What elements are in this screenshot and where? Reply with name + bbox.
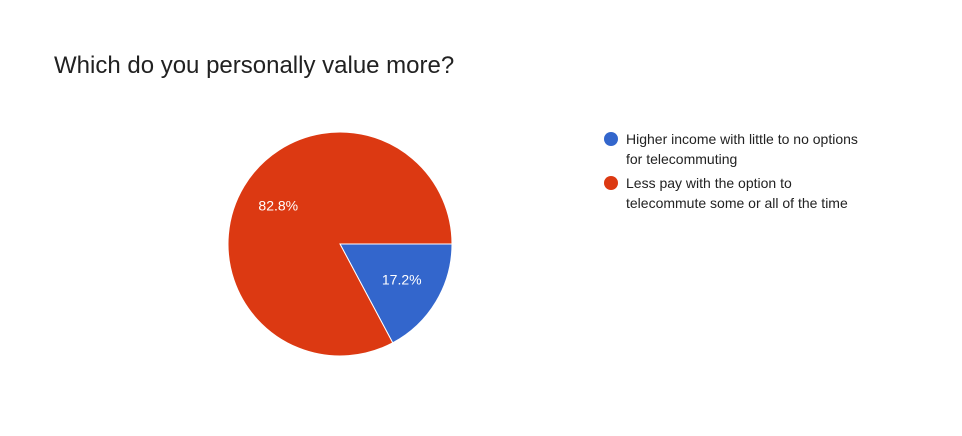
legend-label: Less pay with the option to telecommute … (626, 175, 848, 211)
legend-label: Higher income with little to no options … (626, 131, 858, 167)
chart-title: Which do you personally value more? (54, 52, 455, 79)
pie-slice (227, 131, 453, 357)
legend-swatch (604, 132, 618, 146)
slice-label: 82.8% (258, 198, 298, 214)
slice-label: 17.2% (382, 272, 422, 288)
pie-slice (339, 243, 453, 344)
legend-swatch (604, 176, 618, 190)
legend-entry: Higher income with little to no options … (604, 129, 874, 169)
legend-entry: Less pay with the option to telecommute … (604, 173, 874, 213)
